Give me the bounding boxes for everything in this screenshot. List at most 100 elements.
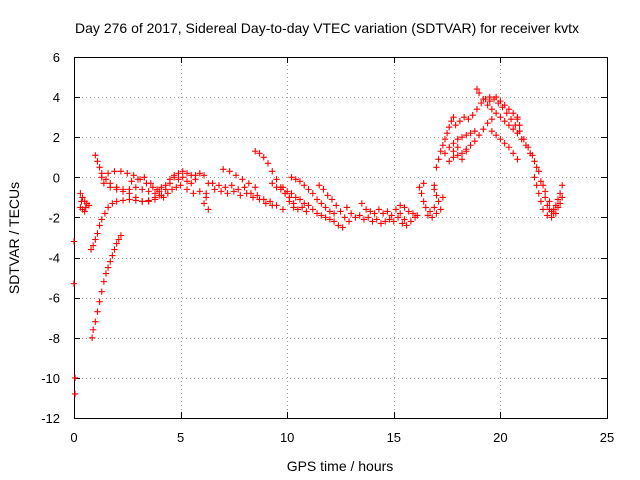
data-point bbox=[94, 230, 101, 237]
data-point bbox=[454, 152, 461, 159]
data-point bbox=[556, 200, 564, 207]
data-point bbox=[294, 206, 302, 213]
data-point bbox=[480, 95, 487, 103]
data-point bbox=[243, 190, 250, 197]
data-point bbox=[117, 232, 125, 239]
data-point bbox=[531, 174, 538, 181]
data-point bbox=[475, 89, 483, 97]
data-point bbox=[77, 190, 84, 197]
data-point bbox=[433, 192, 440, 199]
data-point bbox=[71, 374, 79, 382]
data-point bbox=[443, 130, 451, 137]
data-point bbox=[220, 166, 227, 173]
data-point bbox=[147, 180, 154, 187]
data-point bbox=[279, 206, 287, 213]
data-point bbox=[296, 178, 304, 185]
data-point bbox=[463, 132, 470, 139]
data-point bbox=[98, 288, 105, 295]
data-point bbox=[98, 216, 105, 223]
data-point bbox=[471, 128, 479, 135]
data-point bbox=[115, 236, 122, 243]
data-point bbox=[335, 222, 342, 229]
data-point bbox=[100, 278, 108, 285]
data-point bbox=[205, 206, 212, 213]
data-point bbox=[439, 194, 447, 201]
data-point bbox=[266, 198, 274, 205]
data-point bbox=[113, 240, 120, 247]
data-point bbox=[431, 204, 438, 211]
x-tick-label: 20 bbox=[493, 430, 507, 445]
data-point bbox=[326, 208, 334, 215]
data-point bbox=[301, 182, 308, 189]
data-point bbox=[509, 109, 517, 117]
data-point bbox=[431, 182, 438, 189]
data-point bbox=[104, 170, 112, 177]
data-point bbox=[166, 176, 174, 183]
data-point bbox=[262, 200, 270, 207]
data-point bbox=[230, 188, 238, 195]
data-point bbox=[328, 196, 336, 203]
data-point bbox=[173, 184, 180, 191]
data-point bbox=[109, 200, 116, 207]
data-point bbox=[537, 178, 545, 185]
data-point bbox=[529, 152, 536, 159]
data-point bbox=[441, 150, 449, 157]
data-point bbox=[119, 197, 127, 204]
data-point bbox=[92, 236, 99, 243]
data-point bbox=[428, 214, 436, 221]
data-point bbox=[256, 196, 263, 203]
data-point bbox=[365, 214, 372, 221]
data-point bbox=[480, 126, 487, 133]
data-point bbox=[433, 210, 440, 217]
data-point bbox=[407, 218, 415, 225]
data-point bbox=[343, 204, 351, 211]
data-point bbox=[153, 186, 161, 193]
data-point bbox=[554, 204, 562, 211]
data-point bbox=[200, 200, 208, 207]
data-point bbox=[341, 214, 348, 221]
data-point bbox=[158, 184, 165, 191]
data-point bbox=[377, 220, 385, 227]
data-point bbox=[456, 117, 464, 125]
data-point bbox=[264, 160, 272, 167]
data-point bbox=[541, 194, 549, 201]
plot-frame bbox=[74, 57, 608, 419]
data-point bbox=[313, 210, 321, 217]
data-point bbox=[96, 164, 103, 171]
data-point bbox=[486, 97, 493, 105]
data-point bbox=[484, 119, 491, 127]
data-point bbox=[102, 270, 110, 277]
data-point bbox=[509, 126, 517, 133]
data-point bbox=[228, 182, 235, 189]
y-axis-label: SDTVAR / TECUs bbox=[6, 182, 22, 294]
data-point bbox=[245, 180, 253, 187]
data-point bbox=[394, 214, 402, 221]
data-point bbox=[435, 156, 442, 163]
data-point bbox=[544, 212, 551, 219]
data-point bbox=[196, 188, 203, 195]
data-point bbox=[401, 204, 408, 211]
data-point bbox=[405, 208, 412, 215]
data-point bbox=[252, 148, 259, 155]
data-point bbox=[149, 184, 157, 191]
y-tick-label: -2 bbox=[48, 210, 60, 225]
data-point bbox=[492, 132, 500, 139]
data-point bbox=[360, 216, 368, 223]
data-point bbox=[132, 184, 140, 191]
data-point bbox=[254, 192, 261, 199]
data-point bbox=[322, 214, 329, 221]
data-point bbox=[315, 182, 323, 189]
data-point bbox=[139, 198, 146, 205]
data-point bbox=[92, 318, 99, 325]
data-point bbox=[309, 206, 316, 213]
data-point bbox=[224, 190, 231, 197]
data-point bbox=[237, 192, 244, 199]
data-point bbox=[450, 148, 457, 155]
data-point bbox=[177, 182, 184, 189]
data-point bbox=[358, 200, 366, 207]
data-point bbox=[458, 150, 466, 157]
data-point bbox=[375, 206, 383, 213]
data-point bbox=[435, 198, 442, 205]
data-point bbox=[113, 198, 120, 205]
data-point bbox=[78, 198, 85, 205]
